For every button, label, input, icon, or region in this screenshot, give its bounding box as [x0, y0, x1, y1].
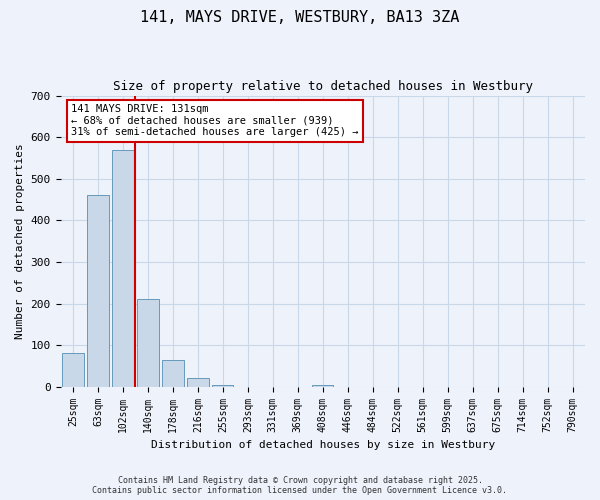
Text: 141, MAYS DRIVE, WESTBURY, BA13 3ZA: 141, MAYS DRIVE, WESTBURY, BA13 3ZA [140, 10, 460, 25]
Bar [62, 354, 83, 386]
Bar [312, 384, 334, 386]
Bar [88, 196, 109, 386]
Bar [137, 300, 158, 386]
Text: Contains HM Land Registry data © Crown copyright and database right 2025.
Contai: Contains HM Land Registry data © Crown c… [92, 476, 508, 495]
Title: Size of property relative to detached houses in Westbury: Size of property relative to detached ho… [113, 80, 533, 93]
Bar [212, 384, 233, 386]
X-axis label: Distribution of detached houses by size in Westbury: Distribution of detached houses by size … [151, 440, 495, 450]
Bar [187, 378, 209, 386]
Bar [112, 150, 134, 386]
Bar [163, 360, 184, 386]
Text: 141 MAYS DRIVE: 131sqm
← 68% of detached houses are smaller (939)
31% of semi-de: 141 MAYS DRIVE: 131sqm ← 68% of detached… [71, 104, 359, 138]
Y-axis label: Number of detached properties: Number of detached properties [15, 143, 25, 339]
